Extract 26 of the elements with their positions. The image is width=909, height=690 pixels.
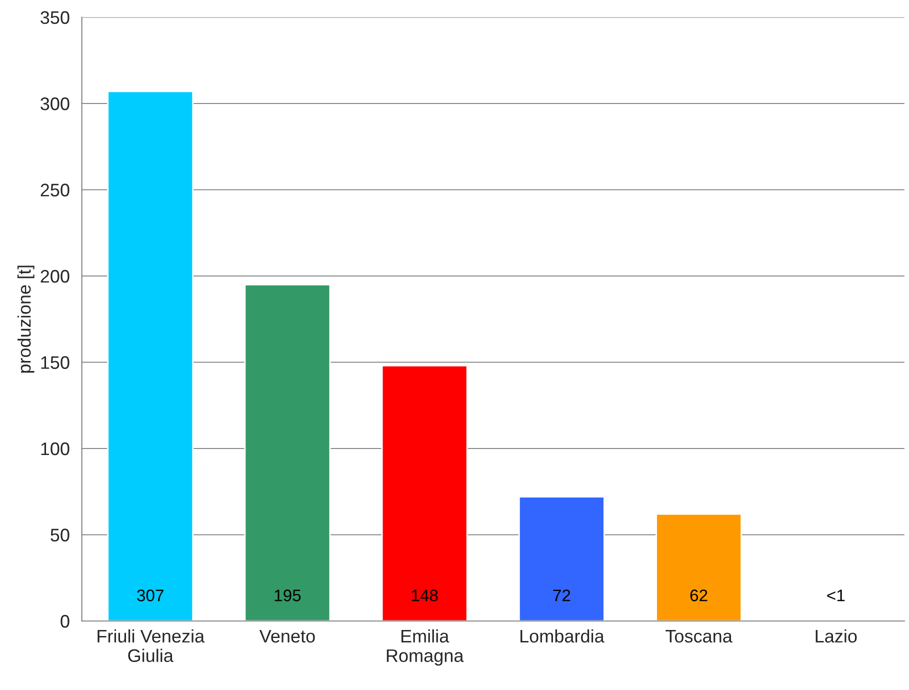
bar — [244, 284, 331, 621]
x-tick-label: Veneto — [259, 630, 315, 643]
bar — [107, 90, 194, 621]
data-label: 72 — [553, 590, 570, 602]
x-tick-label: Toscana — [666, 630, 732, 643]
y-tick-label: 200 — [40, 270, 70, 283]
data-label: 307 — [137, 590, 164, 602]
y-tick-label: 0 — [60, 614, 70, 628]
x-tick-label: Lombardia — [520, 629, 604, 643]
x-tick-label: Friuli Venezia Giulia — [98, 629, 205, 662]
y-tick-label: 100 — [41, 442, 70, 456]
y-tick-label: 150 — [41, 356, 70, 369]
bar — [518, 496, 605, 621]
data-label: <1 — [827, 590, 845, 602]
data-label: 148 — [412, 590, 438, 602]
y-axis-title: produzione [t] — [17, 266, 34, 373]
x-tick-label: Lazio — [816, 629, 857, 643]
data-label: 195 — [274, 590, 301, 602]
x-tick-label: Emilia Romagna — [386, 629, 464, 666]
y-tick-label: 350 — [40, 11, 70, 24]
y-tick-label: 300 — [40, 97, 70, 110]
y-tick-label: 50 — [50, 528, 70, 542]
bar — [656, 513, 742, 621]
bar — [381, 365, 468, 621]
y-tick-label: 250 — [40, 184, 70, 196]
data-label: 62 — [690, 590, 708, 602]
